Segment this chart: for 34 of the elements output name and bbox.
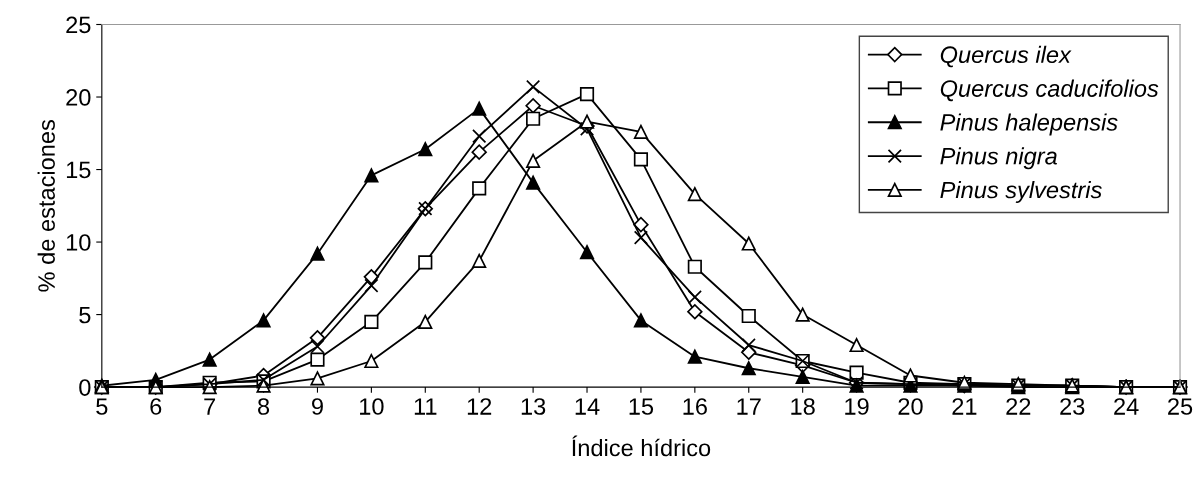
x-tick-label: 6 <box>150 398 162 415</box>
legend-label: Quercus caducifolios <box>940 79 1159 102</box>
x-tick-label: 13 <box>521 398 546 415</box>
x-tick-label: 10 <box>360 398 384 415</box>
x-tick-label: 12 <box>467 398 492 415</box>
x-tick-label: 17 <box>737 398 761 415</box>
x-tick-label: 18 <box>791 398 815 415</box>
y-tick-label: 0 <box>79 379 91 396</box>
x-tick-label: 20 <box>898 398 923 415</box>
x-tick-label: 22 <box>1006 398 1031 415</box>
legend-label: Pinus sylvestris <box>940 181 1102 204</box>
x-tick-label: 5 <box>96 398 108 415</box>
x-tick-label: 9 <box>312 398 323 415</box>
x-tick-label: 24 <box>1114 398 1139 415</box>
x-tick-label: 15 <box>629 398 654 415</box>
y-tick-label: 15 <box>66 161 91 179</box>
legend-label: Pinus halepensis <box>940 113 1118 136</box>
x-tick-label: 16 <box>683 398 707 415</box>
x-axis-title: Índice hídrico <box>572 435 711 457</box>
x-tick-label: 21 <box>952 398 977 415</box>
y-axis-title: % de estaciones <box>37 120 55 292</box>
x-tick-label: 19 <box>845 398 869 415</box>
y-tick-label: 25 <box>66 16 91 34</box>
x-tick-label: 25 <box>1168 398 1193 415</box>
x-tick-label: 8 <box>258 398 270 415</box>
x-tick-label: 7 <box>204 398 216 415</box>
legend-label: Quercus ilex <box>940 45 1072 68</box>
y-tick-label: 10 <box>66 234 91 251</box>
x-tick-label: 23 <box>1060 398 1085 415</box>
legend-label: Pinus nigra <box>940 147 1057 170</box>
y-tick-label: 20 <box>66 89 91 106</box>
y-tick-label: 5 <box>79 306 91 324</box>
x-tick-label: 11 <box>414 398 437 415</box>
x-tick-label: 14 <box>575 398 600 415</box>
